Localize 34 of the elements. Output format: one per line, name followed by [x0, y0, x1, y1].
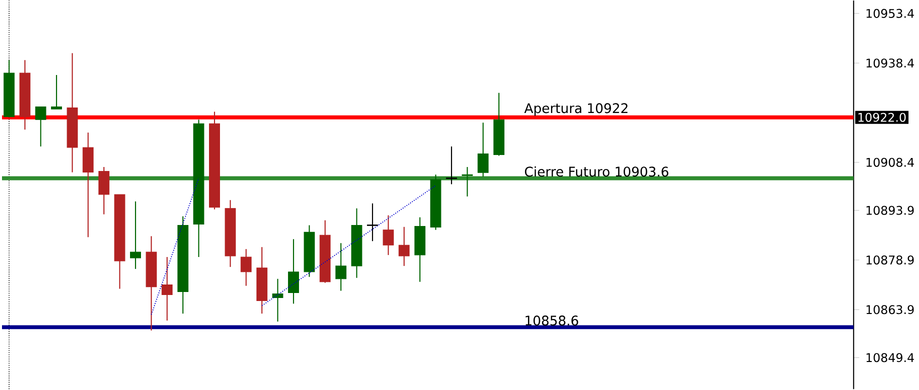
candlestick	[35, 106, 46, 148]
candlestick	[335, 242, 346, 292]
ref-line-label: Cierre Futuro 10903.6	[524, 166, 668, 177]
candlestick	[272, 278, 284, 322]
y-tick-label: 10938.4	[866, 58, 914, 68]
ref-line-label: 10858.6	[526, 316, 578, 326]
candlestick	[288, 238, 299, 304]
candlestick	[256, 246, 268, 314]
candlestick	[398, 226, 410, 267]
candlestick	[51, 74, 62, 110]
candlestick	[66, 52, 78, 174]
candlestick	[366, 203, 379, 242]
candlestick	[162, 256, 173, 322]
candlestick	[224, 200, 236, 268]
y-tick-label: 10908.4	[866, 158, 914, 168]
candlestick	[146, 236, 157, 332]
ref-line-label: Apertura 10922	[524, 103, 628, 116]
candlestick	[209, 111, 220, 210]
text: 10922.0	[858, 113, 906, 122]
y-tick-label: 10893.9	[866, 206, 914, 216]
candlestick	[82, 132, 94, 238]
y-tick-label: 10863.9	[866, 305, 914, 314]
candlestick	[114, 194, 126, 290]
candlestick	[351, 208, 362, 279]
candlestick	[19, 60, 30, 130]
candlestick	[320, 220, 331, 284]
candlestick	[304, 224, 315, 278]
candlestick	[130, 201, 141, 270]
candlestick	[193, 119, 204, 258]
y-tick-label: 10953.4	[866, 9, 914, 18]
candlestick	[462, 166, 473, 198]
y-tick-label: 10849.4	[866, 353, 914, 362]
candlestick	[382, 214, 394, 256]
y-tick-label: 10878.9	[866, 256, 914, 265]
